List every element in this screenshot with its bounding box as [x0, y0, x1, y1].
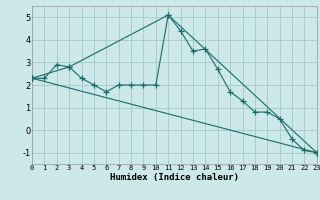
X-axis label: Humidex (Indice chaleur): Humidex (Indice chaleur) — [110, 173, 239, 182]
